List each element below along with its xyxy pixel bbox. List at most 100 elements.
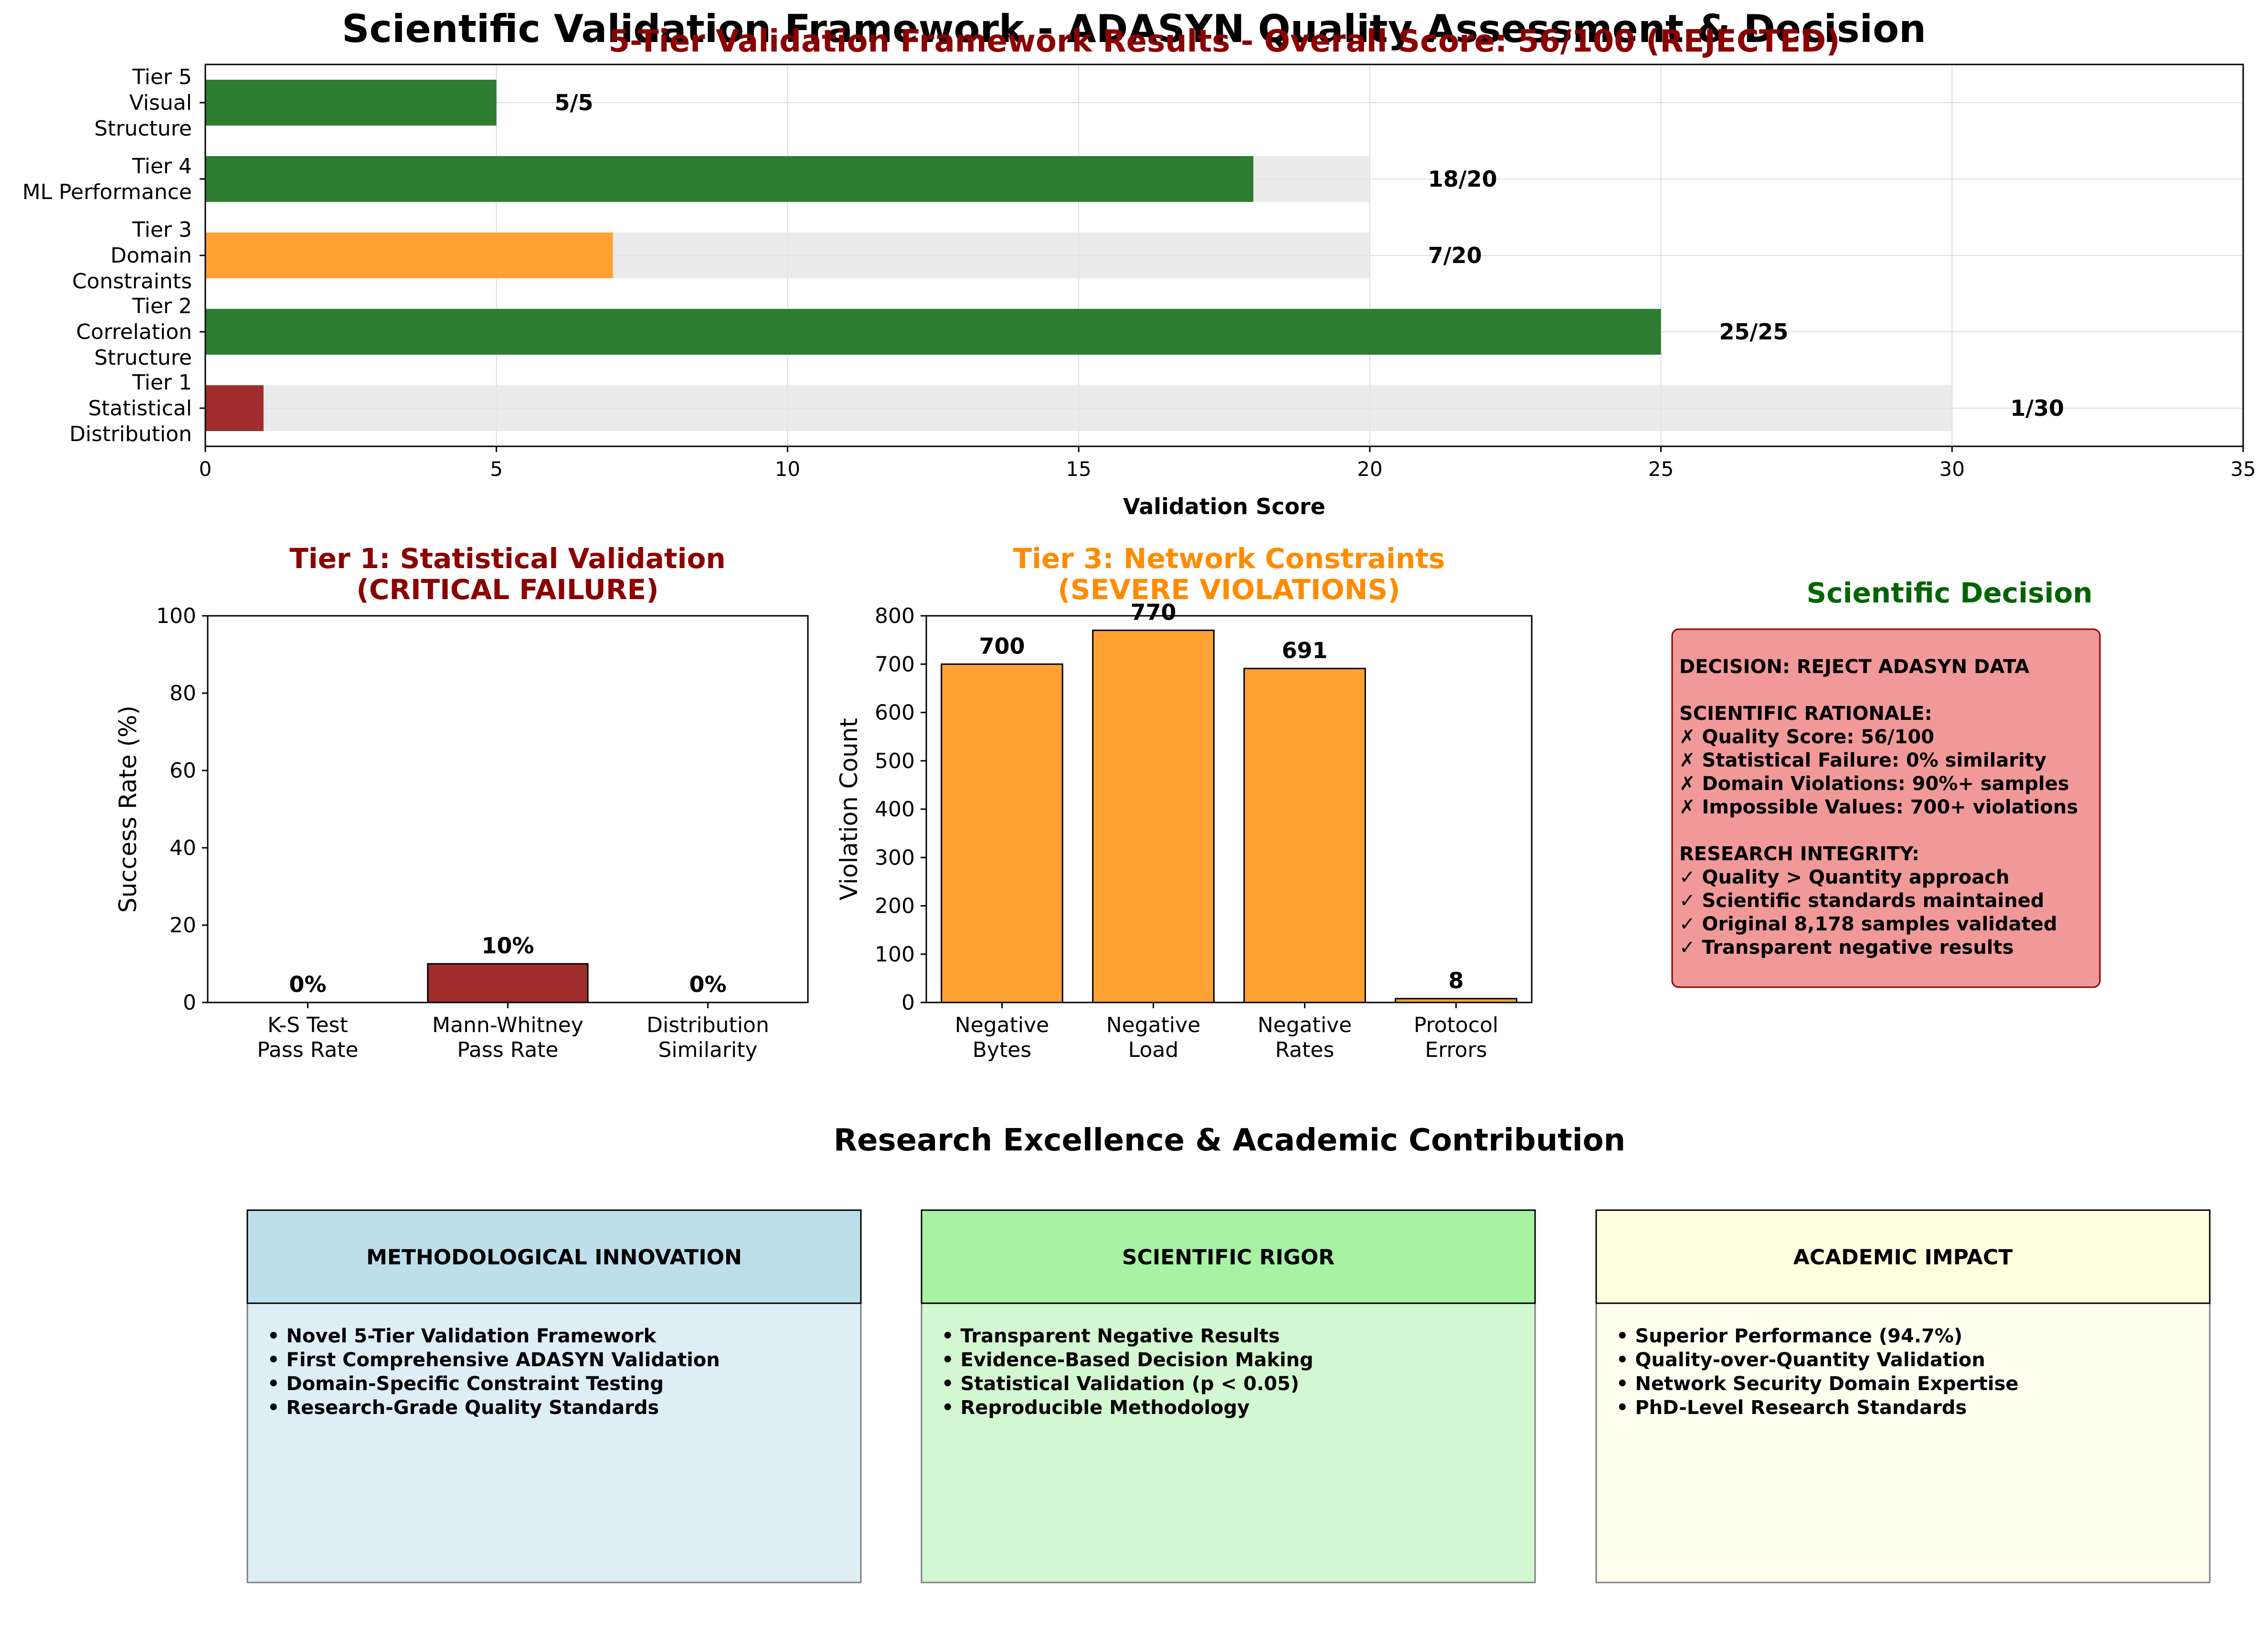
tier-scores-y-tick-label: Statistical [88, 396, 192, 421]
tier-scores-x-tick-label: 10 [775, 457, 800, 481]
tier3-bar [1092, 629, 1215, 1003]
tier3-x-tick-label: Negative [1106, 1013, 1200, 1037]
tier-scores-value-label: 7/20 [1428, 243, 1482, 268]
tier3-y-tick-label: 300 [875, 845, 915, 870]
tier-scores-y-tick-label: Distribution [69, 422, 192, 446]
tier-scores-chart: 1/30 25/25 7/20 18/20 5/5 0 5 10 15 20 25 30 35 Tie… [22, 24, 2256, 519]
tier-scores-x-tick-label: 30 [1939, 457, 1965, 481]
tier-scores-y-tick-label: Correlation [76, 320, 192, 344]
tier1-x-tick-label: K-S Test [267, 1013, 348, 1037]
tier-scores-x-tick-label: 35 [2230, 457, 2256, 481]
tier-scores-y-tick-label: Structure [94, 346, 192, 370]
excellence-card-item: • Statistical Validation (p < 0.05) [942, 1373, 1299, 1395]
tier3-y-tick-label: 500 [875, 749, 915, 773]
tier-scores-x-tick-label: 5 [490, 457, 503, 481]
tier1-x-tick-label: Pass Rate [457, 1038, 558, 1062]
tier1-value-label: 10% [481, 933, 534, 959]
tier1-bars [427, 963, 589, 1003]
tier1-x-tick-label: Distribution [646, 1013, 769, 1037]
tier-scores-x-tick-label: 20 [1357, 457, 1382, 481]
excellence-card-item: • Superior Performance (94.7%) [1616, 1325, 1962, 1347]
decision-title: Scientific Decision [1806, 577, 2092, 609]
tier3-value-label: 8 [1448, 968, 1463, 993]
tier3-title-line1: Tier 3: Network Constraints [1013, 542, 1445, 575]
tier3-bars [941, 629, 1517, 1003]
tier-scores-y-tick-label: Tier 1 [132, 370, 192, 395]
tier1-y-ticks: 0 20 40 60 80 100 [156, 604, 208, 1015]
tier3-title-line2: (SEVERE VIOLATIONS) [1058, 573, 1400, 606]
research-excellence-section: Research Excellence & Academic Contribut… [246, 1123, 2211, 1583]
excellence-card-header [921, 1209, 1536, 1304]
excellence-title: Research Excellence & Academic Contribut… [834, 1123, 1625, 1158]
tier-scores-x-tick-label: 25 [1648, 457, 1674, 481]
tier-scores-y-tick-label: Tier 5 [132, 65, 192, 89]
tier3-value-labels: 700 770 691 8 [979, 599, 1463, 993]
tier-scores-y-tick-label: Constraints [72, 269, 192, 294]
tier3-x-ticks: NegativeBytesNegativeLoadNegativeRatesPr… [955, 1002, 1498, 1062]
tier3-bar [941, 663, 1063, 1003]
tier-scores-x-tick-label: 0 [199, 457, 212, 481]
excellence-card-body [1595, 1302, 2211, 1583]
tier3-x-tick-label: Load [1128, 1038, 1179, 1062]
tier1-value-labels: 0% 10% 0% [289, 933, 726, 997]
decision-line: ✗ Statistical Failure: 0% similarity [1679, 749, 2046, 771]
decision-line: ✓ Scientific standards maintained [1679, 890, 2044, 912]
tier1-y-tick-label: 0 [183, 991, 196, 1015]
tier3-x-tick-label: Errors [1425, 1038, 1487, 1062]
tier1-bar [427, 963, 589, 1003]
tier-scores-y-tick-label: Domain [110, 243, 192, 268]
tier-scores-x-ticks: 0 5 10 15 20 25 30 35 [199, 446, 2256, 481]
tier3-y-tick-label: 100 [875, 942, 915, 967]
tier3-x-tick-label: Negative [955, 1013, 1049, 1037]
excellence-card-header [1595, 1209, 2211, 1304]
excellence-card-item: • Research-Grade Quality Standards [267, 1397, 659, 1419]
tier3-bar [1243, 667, 1366, 1003]
excellence-card-item: • PhD-Level Research Standards [1616, 1397, 1967, 1419]
tier1-x-tick-label: Pass Rate [257, 1038, 358, 1062]
tier3-y-tick-label: 200 [875, 894, 915, 918]
tier-scores-value-label: 1/30 [2010, 395, 2064, 421]
tier3-y-tick-label: 400 [875, 797, 915, 822]
tier3-x-tick-label: Rates [1275, 1038, 1335, 1062]
tier-scores-y-tick-label: Tier 2 [132, 294, 192, 318]
tier1-y-tick-label: 80 [170, 681, 196, 706]
tier3-x-tick-label: Negative [1258, 1013, 1352, 1037]
decision-line: SCIENTIFIC RATIONALE: [1679, 703, 1932, 725]
tier1-x-tick-label: Mann-Whitney [432, 1013, 583, 1037]
excellence-card-item: • Evidence-Based Decision Making [942, 1349, 1314, 1371]
tier-scores-bar [205, 80, 497, 126]
tier-scores-capacity-bar [205, 385, 1952, 431]
tier1-y-tick-label: 40 [170, 836, 196, 860]
excellence-card-body [921, 1302, 1536, 1583]
tier3-x-tick-label: Protocol [1414, 1013, 1498, 1037]
decision-box [1671, 628, 2101, 988]
tier1-value-label: 0% [289, 971, 326, 997]
tier3-ylabel: Violation Count [835, 718, 863, 900]
excellence-card-item: • Novel 5-Tier Validation Framework [267, 1325, 657, 1347]
tier-scores-y-tick-label: Structure [94, 116, 192, 141]
tier3-network-chart: Tier 3: Network Constraints (SEVERE VIOL… [835, 542, 1533, 1062]
excellence-card-body [246, 1302, 862, 1583]
excellence-card-item: • Quality-over-Quantity Validation [1616, 1349, 1985, 1371]
figure-title: Scientific Validation Framework - ADASYN… [342, 7, 1926, 51]
tier3-y-tick-label: 700 [875, 652, 915, 676]
tier-scores-y-tick-label: ML Performance [22, 180, 192, 204]
tier-scores-title: 5-Tier Validation Framework Results - Ov… [608, 24, 1840, 59]
tier-scores-bar [205, 385, 264, 431]
tier1-y-tick-label: 100 [156, 604, 196, 628]
tier-scores-bars [205, 80, 1661, 431]
excellence-card-header [246, 1209, 862, 1304]
tier-scores-y-tick-label: Visual [129, 91, 192, 115]
tier3-y-tick-label: 0 [901, 991, 915, 1015]
tier-scores-value-label: 25/25 [1719, 319, 1789, 345]
tier-scores-value-labels: 1/30 25/25 7/20 18/20 5/5 [555, 90, 2064, 421]
tier3-y-ticks: 0 100 200 300 400 500 600 700 800 [875, 604, 926, 1015]
decision-line: DECISION: REJECT ADASYN DATA [1679, 656, 2029, 678]
decision-text: DECISION: REJECT ADASYN DATA SCIENTIFIC R… [1679, 656, 2078, 959]
excellence-card-item: • Domain-Specific Constraint Testing [267, 1373, 664, 1395]
tier1-statistical-chart: Tier 1: Statistical Validation (CRITICAL… [114, 542, 809, 1062]
decision-line: RESEARCH INTEGRITY: [1679, 843, 1919, 865]
tier3-value-label: 700 [979, 633, 1025, 659]
